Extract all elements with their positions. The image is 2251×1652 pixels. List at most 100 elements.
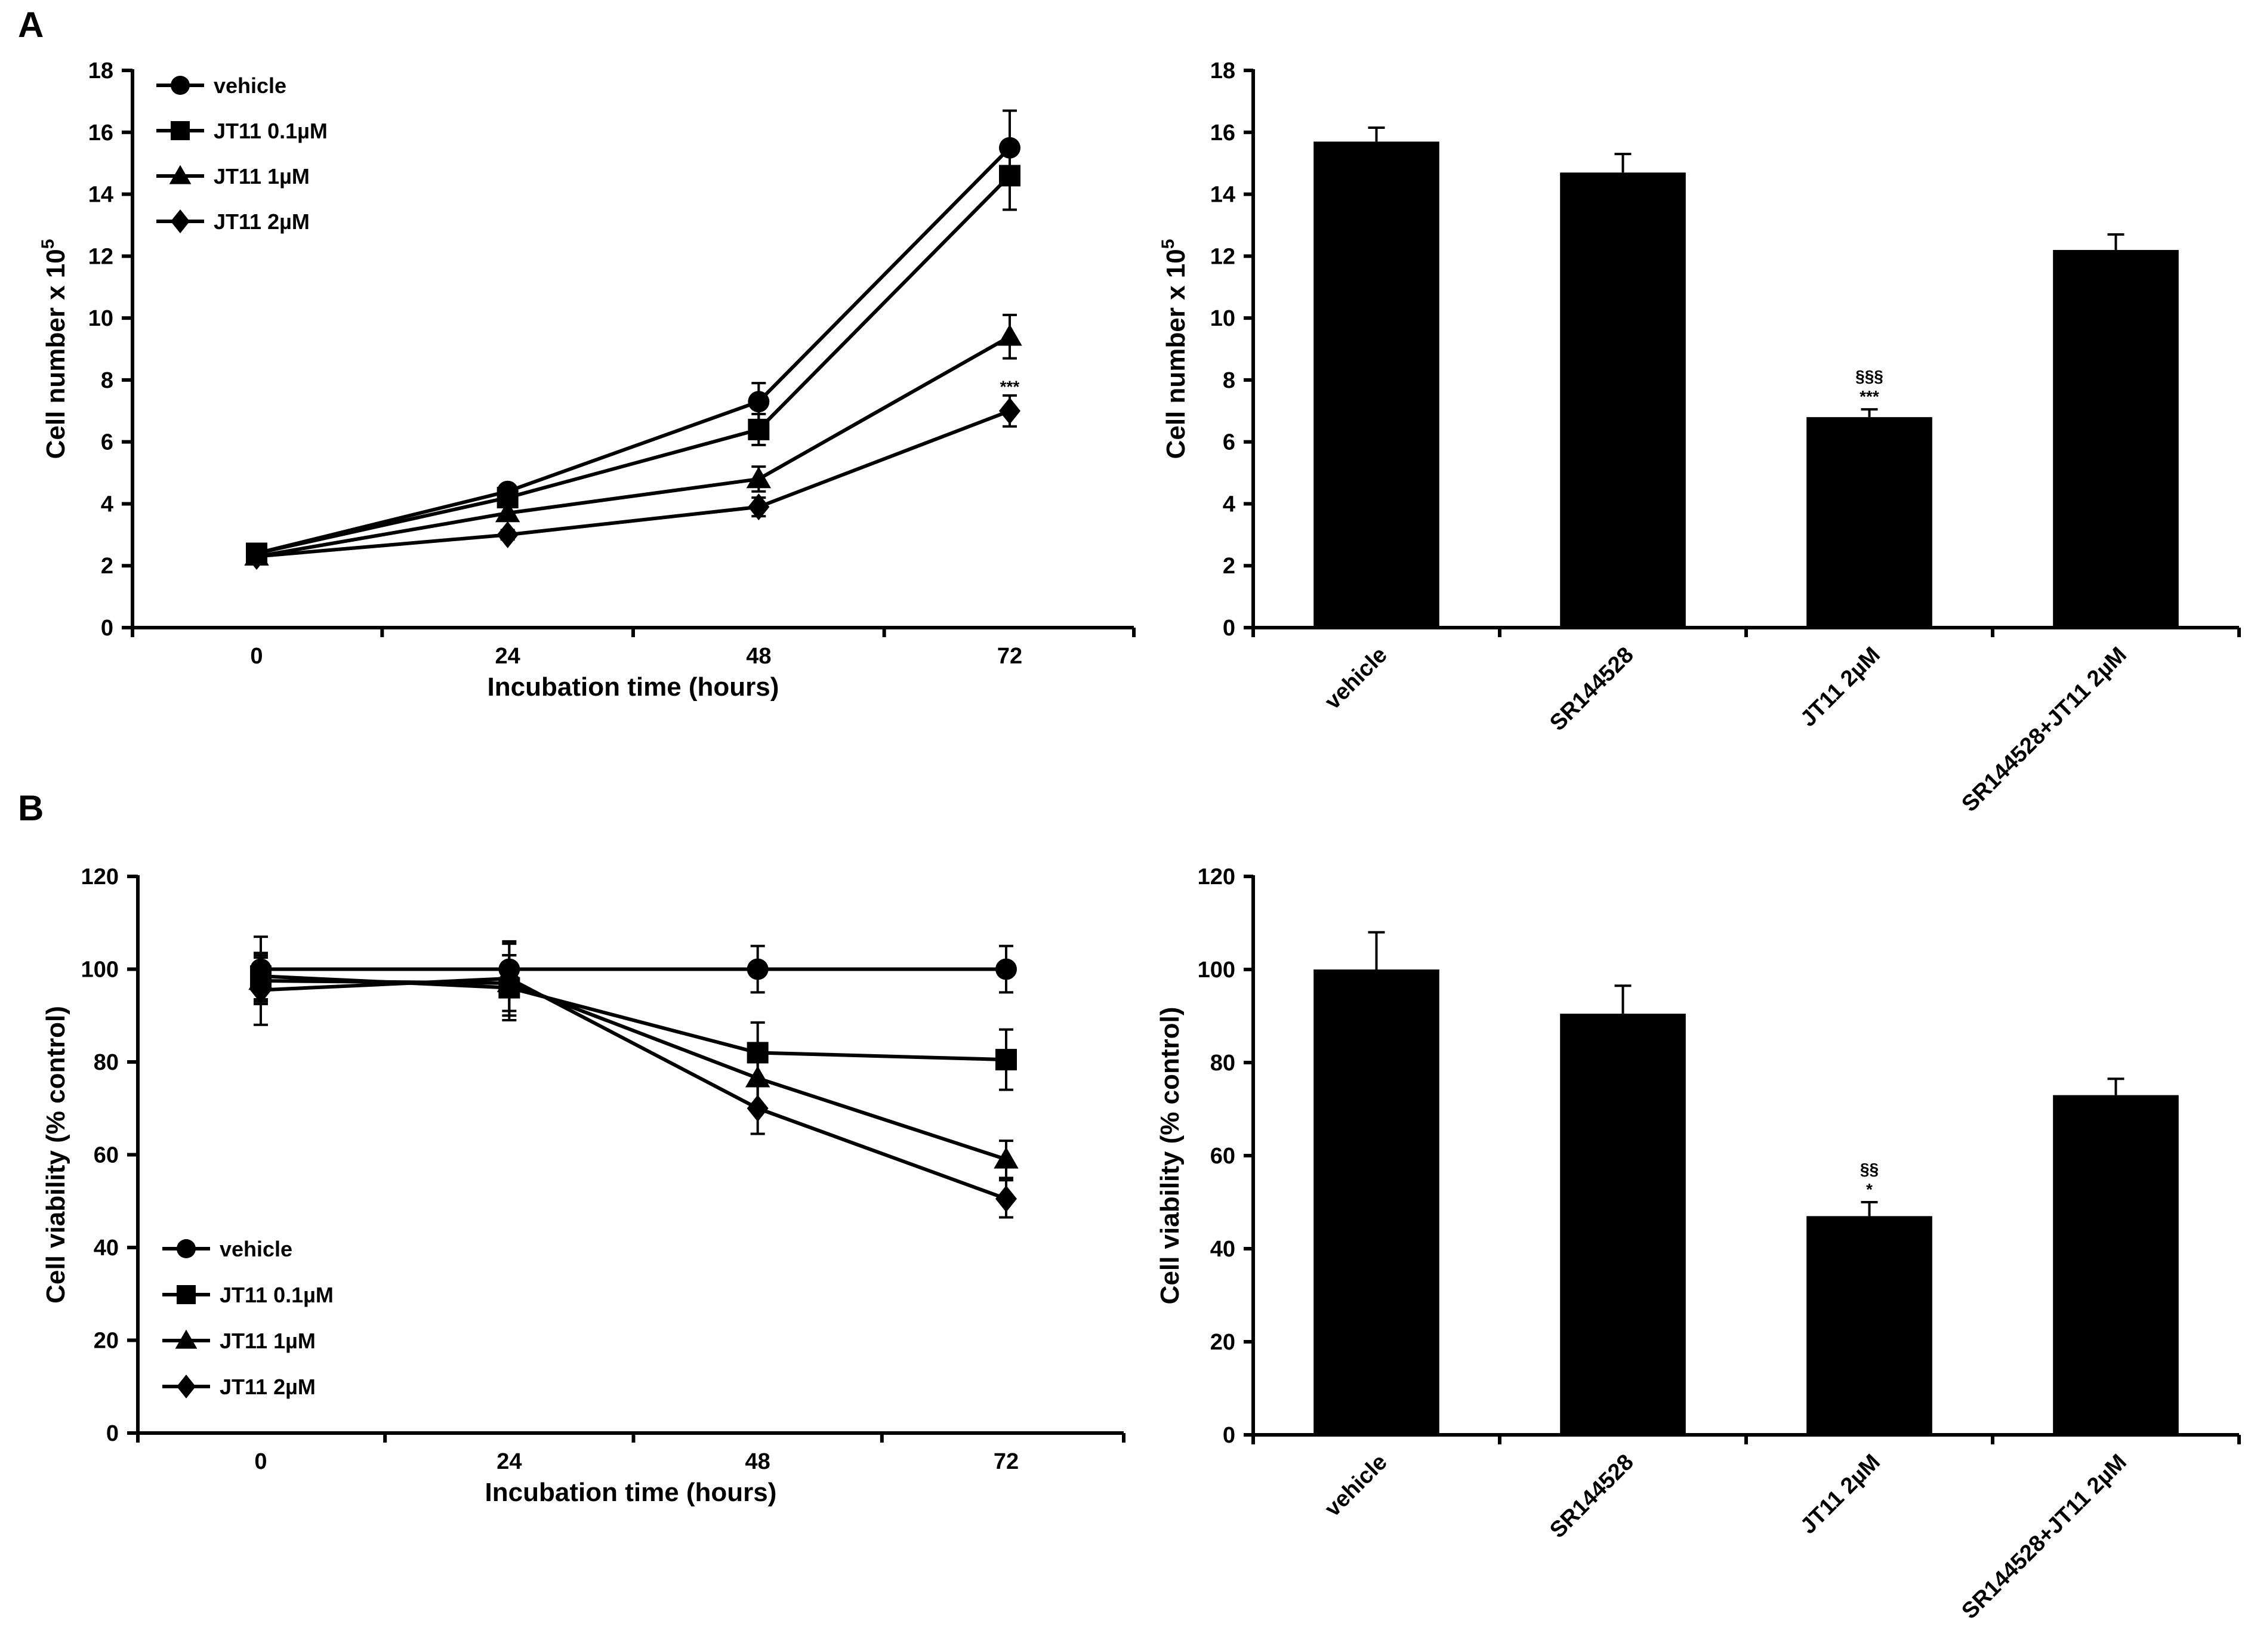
significance-label: *** <box>1860 387 1879 406</box>
x-tick-label: SR144528 <box>1545 643 1639 736</box>
legend-label: JT11 0.1µM <box>214 119 328 143</box>
data-point <box>999 397 1020 425</box>
x-tick-label: 24 <box>497 1449 522 1474</box>
y-tick-label: 4 <box>101 492 113 517</box>
y-tick-label: 0 <box>1223 1423 1235 1448</box>
series-line <box>256 409 1011 558</box>
series-square <box>250 952 1017 1091</box>
series-line <box>260 974 1007 1062</box>
data-point <box>747 958 769 980</box>
data-point <box>495 501 520 523</box>
x-tick-label: 48 <box>746 644 771 669</box>
y-tick-label: 2 <box>101 554 113 579</box>
x-tick-label: 0 <box>254 1449 267 1474</box>
y-tick-label: 0 <box>101 616 113 641</box>
series-line <box>260 977 1007 1201</box>
legend-item: JT11 0.1µM <box>162 1283 334 1307</box>
y-tick-label: 10 <box>1210 306 1235 331</box>
series-diamond <box>250 940 1017 1219</box>
legend-item: JT11 0.1µM <box>156 119 328 143</box>
y-tick-label: 60 <box>1210 1144 1235 1169</box>
x-tick-label: 72 <box>997 644 1022 669</box>
y-tick-label: 6 <box>1223 430 1235 455</box>
y-tick-label: 16 <box>1210 121 1235 146</box>
significance-label: *** <box>1000 378 1020 396</box>
x-tick-label: 24 <box>495 644 520 669</box>
y-tick-label: 80 <box>1210 1051 1235 1076</box>
x-tick-label: vehicle <box>1320 643 1392 715</box>
data-point <box>498 965 520 992</box>
data-point <box>748 493 770 521</box>
series-diamond <box>246 394 1020 570</box>
significance-label: * <box>1866 1180 1873 1199</box>
chart-b-line: 0 20 40 60 80 100 120 0 24 48 72 Incubation time (h… <box>41 864 1126 1507</box>
chart-a-bar: 0 2 4 6 8 10 12 14 16 18 Cell number x 105 vehicle S… <box>1158 58 2241 817</box>
panel-label-a: A <box>18 5 44 45</box>
x-tick-label: JT11 2µM <box>1796 643 1885 732</box>
significance-label: §§§ <box>1855 367 1883 385</box>
bar <box>2053 249 2179 628</box>
y-tick-label: 100 <box>1198 958 1235 983</box>
series-line <box>256 174 1012 555</box>
data-point <box>748 418 770 440</box>
legend-marker <box>177 1285 196 1304</box>
data-point <box>995 1185 1017 1212</box>
y-tick-label: 60 <box>94 1143 119 1168</box>
y-tick-label: 18 <box>88 58 113 84</box>
y-tick-label: 0 <box>1223 616 1235 641</box>
y-axis-label: Cell viability (% control) <box>1155 1007 1185 1305</box>
x-tick-label: 72 <box>994 1449 1019 1474</box>
y-axis-label: Cell number x 105 <box>38 239 70 459</box>
y-tick-label: 120 <box>81 864 119 890</box>
y-tick-label: 20 <box>94 1329 119 1354</box>
series-line <box>256 146 1012 555</box>
y-tick-label: 14 <box>1210 183 1235 208</box>
legend-label: JT11 1µM <box>214 164 310 189</box>
data-point <box>747 1095 769 1122</box>
legend-marker <box>171 76 190 95</box>
y-tick-label: 20 <box>1210 1330 1235 1355</box>
bar <box>1806 417 1932 628</box>
bar <box>1806 1216 1932 1435</box>
series-line <box>260 978 1007 1162</box>
data-point <box>995 958 1017 980</box>
legend-item: JT11 1µM <box>156 164 310 189</box>
legend-item: JT11 2µM <box>162 1375 316 1399</box>
bar <box>2053 1095 2179 1435</box>
y-axis-label-superscript: 5 <box>38 239 58 249</box>
y-tick-label: 16 <box>88 121 113 146</box>
x-axis-label: Incubation time (hours) <box>485 1478 777 1507</box>
y-tick-label: 4 <box>1223 492 1235 517</box>
series-line <box>256 335 1011 558</box>
legend-label: JT11 2µM <box>214 209 310 234</box>
bar <box>1560 1014 1686 1435</box>
series-square <box>246 140 1020 564</box>
series-circle <box>250 935 1017 1003</box>
series-triangle <box>248 954 1019 1179</box>
legend-marker <box>171 209 190 233</box>
data-point <box>994 1147 1019 1169</box>
data-point <box>999 165 1020 187</box>
y-tick-label: 18 <box>1210 58 1235 84</box>
legend-label: vehicle <box>220 1237 292 1261</box>
y-tick-label: 12 <box>88 244 113 269</box>
bar <box>1313 141 1439 628</box>
legend-item: JT11 1µM <box>162 1329 316 1353</box>
y-axis-label-superscript: 5 <box>1158 239 1178 249</box>
y-tick-label: 120 <box>1198 864 1235 890</box>
legend-marker <box>171 121 190 140</box>
x-tick-label: SR144528+JT11 2µM <box>1957 643 2131 817</box>
y-tick-label: 40 <box>1210 1237 1235 1262</box>
y-tick-label: 6 <box>101 430 113 455</box>
y-tick-label: 100 <box>81 958 119 983</box>
y-tick-label: 8 <box>1223 368 1235 393</box>
bar <box>1313 969 1439 1435</box>
legend-label: JT11 0.1µM <box>220 1283 334 1307</box>
x-tick-label: 48 <box>745 1449 770 1474</box>
legend-label: JT11 1µM <box>220 1329 316 1353</box>
legend-item: vehicle <box>162 1237 292 1261</box>
legend-item: vehicle <box>156 73 286 98</box>
legend-item: JT11 2µM <box>156 209 310 234</box>
